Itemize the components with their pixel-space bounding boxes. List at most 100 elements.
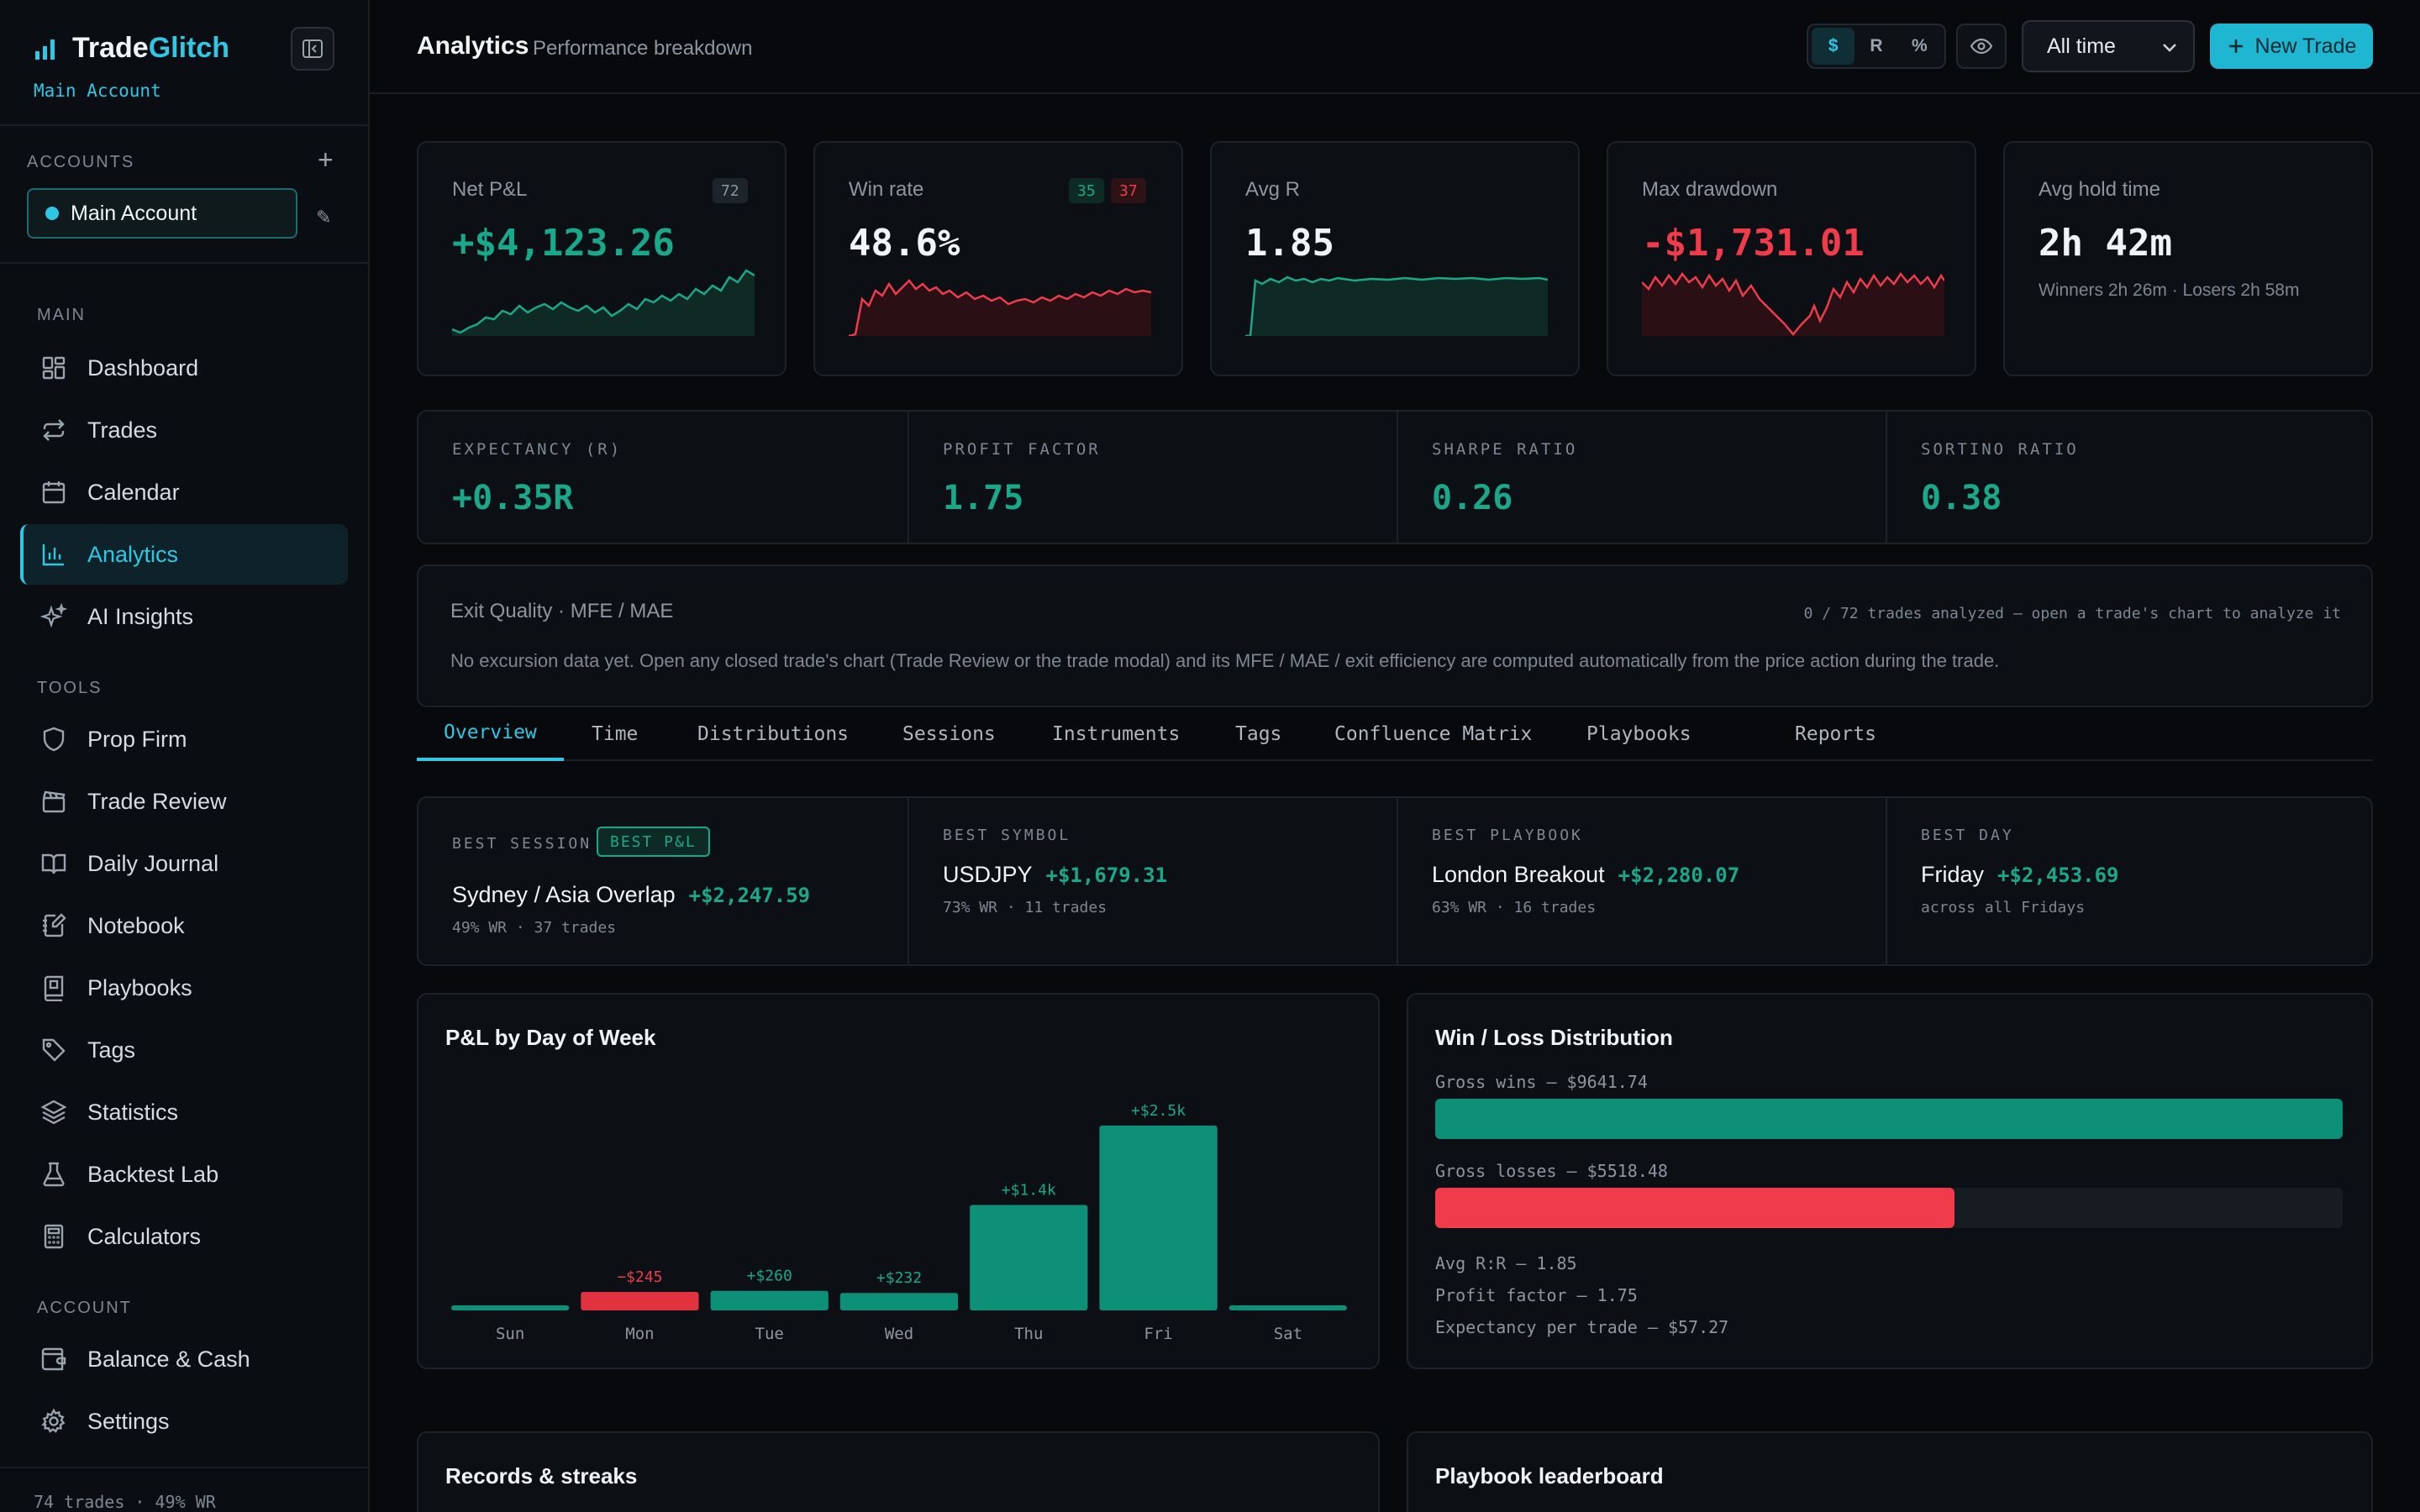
nav-label: Calculators <box>87 1223 202 1249</box>
divider <box>0 262 370 264</box>
exit-quality-status: 0 / 72 trades analyzed — open a trade's … <box>1803 605 2341 622</box>
tools-section-heading: TOOLS <box>37 679 103 697</box>
bar-sat[interactable] <box>1228 1305 1347 1310</box>
notebook-pen-icon <box>43 913 66 937</box>
chart-title: P&L by Day of Week <box>445 1025 656 1050</box>
nav-prop-firm[interactable]: Prop Firm <box>20 709 348 769</box>
ratio-label: SHARPE RATIO <box>1432 440 1578 459</box>
kpi-label: Avg R <box>1245 178 1300 201</box>
playbook-leaderboard-card: Playbook leaderboard <box>1407 1431 2373 1512</box>
ratio-value: 1.75 <box>943 479 1024 517</box>
nav-trades[interactable]: Trades <box>20 400 348 460</box>
privacy-toggle-button[interactable] <box>1956 24 2007 69</box>
best-day-name: Friday +$2,453.69 <box>1921 862 2119 887</box>
nav-balance-cash[interactable]: Balance & Cash <box>20 1329 348 1389</box>
exit-quality-panel: Exit Quality · MFE / MAE 0 / 72 trades a… <box>417 564 2373 707</box>
win-loss-card: Win / Loss Distribution Gross wins — $96… <box>1407 993 2373 1369</box>
wins-badge: 35 <box>1069 178 1104 203</box>
brand[interactable]: TradeGlitch <box>34 32 229 65</box>
tab-overview[interactable]: Overview <box>417 707 564 761</box>
nav-analytics[interactable]: Analytics <box>20 524 348 585</box>
main-content: Analytics Performance breakdown $ R % Al… <box>370 0 2420 1512</box>
bar-value-label: +$232 <box>876 1269 922 1287</box>
sidebar: TradeGlitch Main Account ACCOUNTS + Main… <box>0 0 370 1512</box>
grid-icon <box>42 356 66 380</box>
best-label: BEST PLAYBOOK <box>1432 827 1583 844</box>
bar-thu[interactable] <box>970 1205 1088 1310</box>
kpi-value: +$4,123.26 <box>452 222 675 265</box>
category-label: Sun <box>496 1325 524 1343</box>
tab-instruments[interactable]: Instruments <box>1052 723 1181 745</box>
exit-quality-message: No excursion data yet. Open any closed t… <box>450 650 2000 671</box>
ratio-profit-factor: PROFIT FACTOR 1.75 <box>909 412 1398 543</box>
tab-sessions[interactable]: Sessions <box>902 723 996 745</box>
collapse-sidebar-button[interactable] <box>291 27 334 71</box>
nav-ai-insights[interactable]: AI Insights <box>20 586 348 647</box>
kpi-value: -$1,731.01 <box>1642 222 1865 265</box>
bar-tue[interactable] <box>710 1290 829 1310</box>
tab-playbooks[interactable]: Playbooks <box>1586 723 1691 745</box>
status-dot <box>45 207 59 220</box>
tab-reports[interactable]: Reports <box>1795 723 1876 745</box>
bar-mon[interactable] <box>581 1292 699 1310</box>
nav-label: Notebook <box>87 912 185 938</box>
best-playbook-name: London Breakout +$2,280.07 <box>1432 862 1740 887</box>
nav-dashboard[interactable]: Dashboard <box>20 338 348 398</box>
bar-sun[interactable] <box>451 1305 570 1310</box>
ratio-label: PROFIT FACTOR <box>943 440 1101 459</box>
tab-time[interactable]: Time <box>592 723 639 745</box>
kpi-avg-hold-time: Avg hold time 2h 42m Winners 2h 26m · Lo… <box>2003 141 2373 376</box>
nav-calculators[interactable]: Calculators <box>20 1206 348 1267</box>
kpi-net-pnl: Net P&L 72 +$4,123.26 <box>417 141 786 376</box>
eye-icon <box>1970 38 1993 55</box>
bar-value-label: +$1.4k <box>1002 1181 1056 1199</box>
unit-percent-button[interactable]: % <box>1911 36 1928 55</box>
best-symbol: BEST SYMBOL USDJPY +$1,679.31 73% WR · 11… <box>909 798 1398 964</box>
leaderboard-title: Playbook leaderboard <box>1435 1463 1664 1488</box>
page-subtitle: Performance breakdown <box>533 37 753 60</box>
unit-dollar-button[interactable]: $ <box>1812 28 1855 65</box>
tag-icon <box>42 1038 66 1062</box>
nav-label: Analytics <box>87 541 179 567</box>
nav-backtest-lab[interactable]: Backtest Lab <box>20 1144 348 1205</box>
nav-label: Daily Journal <box>87 850 219 876</box>
account-item-label: Main Account <box>71 201 197 225</box>
nav-calendar[interactable]: Calendar <box>20 462 348 522</box>
nav-notebook[interactable]: Notebook <box>20 895 348 956</box>
account-section-heading: ACCOUNT <box>37 1299 132 1317</box>
nav-tags[interactable]: Tags <box>20 1020 348 1080</box>
unit-r-button[interactable]: R <box>1870 36 1883 55</box>
best-day: BEST DAY Friday +$2,453.69 across all Fri… <box>1887 798 2371 964</box>
nav-trade-review[interactable]: Trade Review <box>20 771 348 832</box>
gross-losses-fill <box>1435 1188 1955 1228</box>
avg-rr-stat: Avg R:R — 1.85 <box>1435 1253 1577 1273</box>
tab-tags[interactable]: Tags <box>1235 723 1282 745</box>
nav-label: Backtest Lab <box>87 1161 219 1187</box>
nav-settings[interactable]: Settings <box>20 1391 348 1452</box>
bar-fri[interactable] <box>1099 1126 1218 1310</box>
nav-label: Dashboard <box>87 354 199 381</box>
nav-daily-journal[interactable]: Daily Journal <box>20 833 348 894</box>
best-label: BEST DAY <box>1921 827 2014 844</box>
best-label: BEST SYMBOL <box>943 827 1071 844</box>
nav-label: Calendar <box>87 479 180 505</box>
tab-confluence-matrix[interactable]: Confluence Matrix <box>1334 723 1533 745</box>
tab-distributions[interactable]: Distributions <box>697 723 850 745</box>
category-label: Sat <box>1274 1325 1302 1343</box>
new-trade-button[interactable]: New Trade <box>2210 24 2373 69</box>
top-bar: Analytics Performance breakdown $ R % Al… <box>370 0 2420 94</box>
nav-playbooks[interactable]: Playbooks <box>20 958 348 1018</box>
hold-time-breakdown: Winners 2h 26m · Losers 2h 58m <box>2039 281 2300 300</box>
kpi-label: Avg hold time <box>2039 178 2160 201</box>
account-item-main[interactable]: Main Account <box>27 188 297 239</box>
ratio-value: 0.26 <box>1432 479 1513 517</box>
gear-icon <box>41 1408 66 1433</box>
swap-arrows-icon <box>43 419 65 441</box>
bar-wed[interactable] <box>839 1293 959 1310</box>
page-title: Analytics <box>417 32 529 60</box>
add-account-button[interactable]: + <box>318 144 334 175</box>
date-range-select[interactable]: All time <box>2022 20 2195 72</box>
shield-icon <box>43 727 65 752</box>
edit-account-icon[interactable]: ✎ <box>316 207 332 228</box>
nav-statistics[interactable]: Statistics <box>20 1082 348 1142</box>
